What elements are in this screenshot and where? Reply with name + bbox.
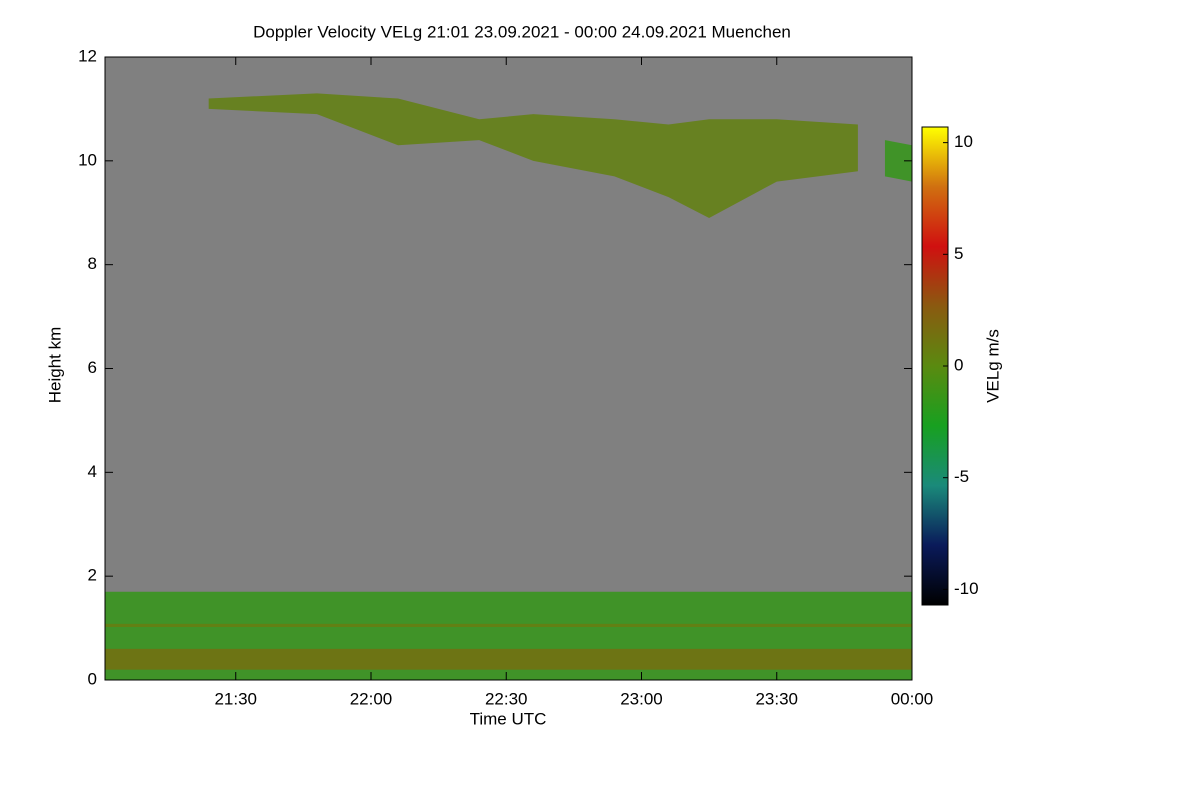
colorbar-tick-label: 0 xyxy=(954,355,963,374)
chart-title: Doppler Velocity VELg 21:01 23.09.2021 -… xyxy=(253,22,791,41)
y-tick-label: 6 xyxy=(88,358,97,377)
velocity-region xyxy=(208,93,858,218)
y-tick-label: 8 xyxy=(88,254,97,273)
colorbar-label: VELg m/s xyxy=(983,329,1002,403)
y-tick-label: 0 xyxy=(88,669,97,688)
y-axis-label: Height km xyxy=(45,327,64,404)
velocity-region xyxy=(105,648,912,670)
x-tick-label: 22:30 xyxy=(485,689,528,708)
colorbar-tick-label: 5 xyxy=(954,244,963,263)
x-tick-label: 22:00 xyxy=(350,689,393,708)
x-tick-label: 00:00 xyxy=(891,689,934,708)
y-tick-label: 12 xyxy=(78,46,97,65)
y-tick-label: 2 xyxy=(88,566,97,585)
colorbar-tick-label: 10 xyxy=(954,132,973,151)
velocity-region xyxy=(105,623,912,628)
x-tick-label: 21:30 xyxy=(214,689,257,708)
y-tick-label: 4 xyxy=(88,462,97,481)
x-tick-label: 23:00 xyxy=(620,689,663,708)
x-tick-label: 23:30 xyxy=(755,689,798,708)
velocity-region xyxy=(884,140,912,182)
x-axis-label: Time UTC xyxy=(470,709,547,728)
colorbar-tick-label: -10 xyxy=(954,579,979,598)
y-tick-label: 10 xyxy=(78,150,97,169)
colorbar-tick-label: -5 xyxy=(954,467,969,486)
